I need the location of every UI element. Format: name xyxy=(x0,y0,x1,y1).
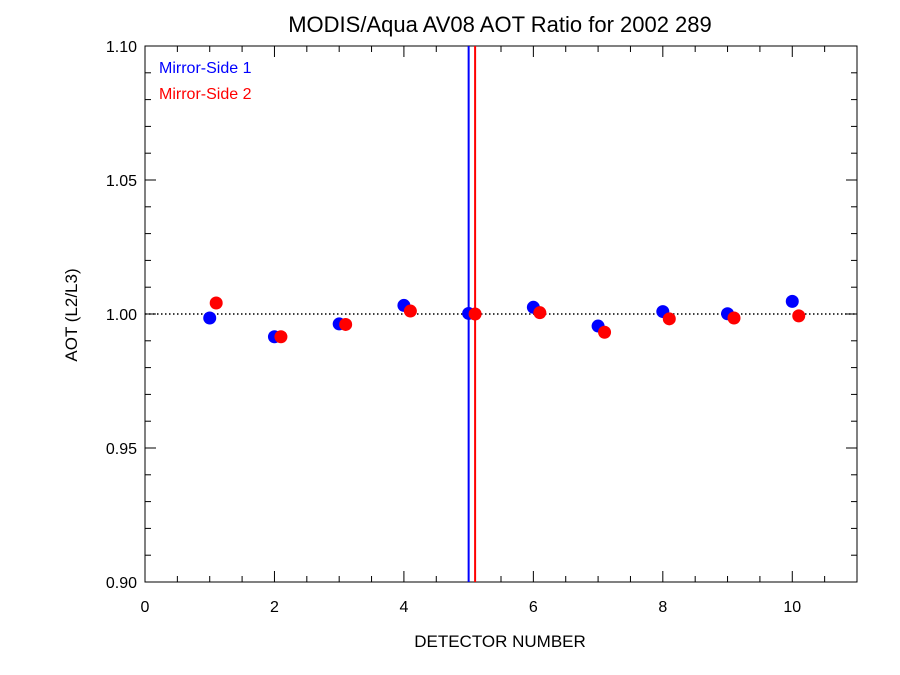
y-tick-label: 0.90 xyxy=(106,575,137,592)
series-2-point xyxy=(403,304,417,318)
x-tick-label: 2 xyxy=(270,599,279,616)
y-tick-label: 1.00 xyxy=(106,307,137,324)
y-tick-label: 1.10 xyxy=(106,39,137,56)
legend-entry-mirror-side-1: Mirror-Side 1 xyxy=(159,60,252,77)
y-tick-label: 1.05 xyxy=(106,173,137,190)
x-tick-label: 10 xyxy=(783,599,801,616)
series-2-point xyxy=(209,296,223,310)
x-tick-label: 8 xyxy=(658,599,667,616)
plot-area: 0 2 4 6 8 10 0.90 0.95 1.00 1.05 1.10 xyxy=(106,39,858,616)
series-1-point xyxy=(785,294,799,308)
series-2-point xyxy=(533,306,547,320)
legend: Mirror-Side 1 Mirror-Side 2 xyxy=(159,60,252,103)
chart-title: MODIS/Aqua AV08 AOT Ratio for 2002 289 xyxy=(288,12,712,37)
series-1-point xyxy=(203,311,217,325)
x-tick-label: 6 xyxy=(529,599,538,616)
x-tick-label: 4 xyxy=(399,599,408,616)
y-axis-label: AOT (L2/L3) xyxy=(62,268,81,361)
series-2-point xyxy=(727,311,741,325)
x-tick-label: 0 xyxy=(141,599,150,616)
series-2-point xyxy=(792,309,806,323)
series-2-point xyxy=(598,325,612,339)
series-2-point xyxy=(662,312,676,326)
series-2-point xyxy=(274,330,288,344)
legend-entry-mirror-side-2: Mirror-Side 2 xyxy=(159,86,252,103)
y-tick-label: 0.95 xyxy=(106,441,137,458)
series-2-point xyxy=(468,307,482,321)
series-2-point xyxy=(339,317,353,331)
x-axis-label: DETECTOR NUMBER xyxy=(414,632,586,651)
